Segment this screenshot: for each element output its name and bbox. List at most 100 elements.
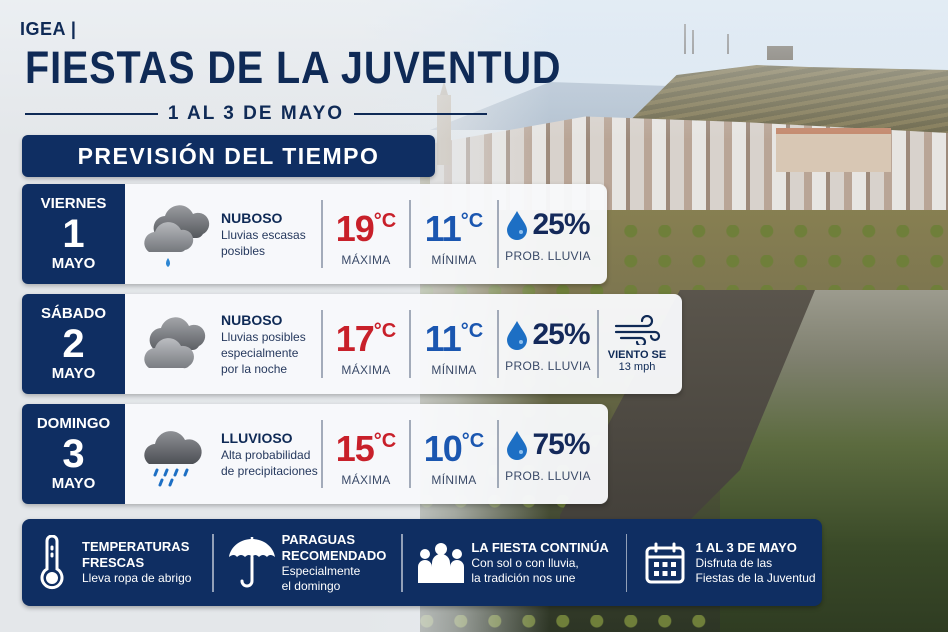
- condition-detail: Alta probabilidad: [221, 448, 311, 462]
- divider: [409, 310, 411, 378]
- tip-text: Con sol o con lluvia,: [471, 555, 579, 570]
- weekday: VIERNES: [40, 195, 107, 212]
- min-value: 10: [423, 428, 463, 469]
- tips-bar: TEMPERATURAS FRESCAS Lleva ropa de abrig…: [22, 519, 822, 606]
- rain-value: 75%: [532, 428, 590, 461]
- max-temperature: 17°C MÁXIMA: [323, 311, 409, 378]
- condition-detail: Lluvias posibles: [221, 330, 306, 344]
- tip-umbrella: PARAGUAS RECOMENDADO Especialmente el do…: [222, 519, 394, 606]
- rain-probability: 25% PROB. LLUVIA: [499, 205, 597, 263]
- tip-title: RECOMENDADO: [281, 547, 387, 563]
- wind-speed: 13 mph: [618, 361, 656, 373]
- date-block: SÁBADO 2 MAYO: [22, 294, 125, 394]
- condition-description: NUBOSO Lluvias posibles especialmente po…: [221, 311, 321, 377]
- max-temperature: 15°C MÁXIMA: [323, 421, 409, 488]
- min-value: 11: [424, 318, 462, 359]
- weekday: DOMINGO: [36, 415, 111, 432]
- day-number: 1: [62, 212, 85, 256]
- condition-detail: posibles: [221, 244, 266, 258]
- rain-cloud-icon: [135, 414, 215, 494]
- min-temperature: 11°C MÍNIMA: [411, 311, 497, 378]
- condition-detail: Lluvias escasas: [221, 228, 306, 242]
- tip-title: TEMPERATURAS: [82, 539, 190, 554]
- wind-icon: [614, 315, 661, 345]
- tip-text: la tradición nos une: [471, 570, 576, 585]
- raindrop-icon: [507, 431, 528, 460]
- top-fade-overlay: [0, 0, 948, 140]
- wind-direction: VIENTO SE: [607, 349, 667, 361]
- date-block: VIERNES 1 MAYO: [22, 184, 125, 284]
- tip-title: LA FIESTA CONTINÚA: [471, 539, 609, 555]
- tip-text: el domingo: [281, 578, 341, 593]
- tip-text: Lleva ropa de abrigo: [82, 571, 192, 585]
- forecast-card: LLUVIOSO Alta probabilidad de precipitac…: [125, 404, 608, 504]
- condition-description: LLUVIOSO Alta probabilidad de precipitac…: [221, 429, 321, 479]
- forecast-row-day-2: SÁBADO 2 MAYO NUBOSO Lluvias posibles es…: [22, 294, 682, 394]
- month: MAYO: [51, 255, 96, 272]
- rain-label: PROB. LLUVIA: [505, 469, 591, 483]
- tip-title: FRESCAS: [82, 555, 145, 570]
- page-title: FIESTAS DE LA JUVENTUD: [25, 42, 562, 93]
- dates-subtitle: 1 AL 3 DE MAYO: [25, 102, 487, 126]
- forecast-row-day-1: VIERNES 1 MAYO NUBOSO Lluvias escasas po…: [22, 184, 607, 284]
- tip-text: Disfruta de las: [695, 555, 773, 570]
- raindrop-icon: [507, 211, 528, 240]
- people-icon: [418, 542, 465, 583]
- cloud-light-rain-icon: [135, 194, 215, 274]
- divider: [401, 533, 404, 592]
- condition-description: NUBOSO Lluvias escasas posibles: [221, 209, 321, 259]
- tip-temperatures: TEMPERATURAS FRESCAS Lleva ropa de abrig…: [22, 519, 204, 606]
- tip-title: 1 AL 3 DE MAYO: [695, 539, 797, 555]
- max-value: 17: [335, 318, 375, 359]
- divider-line: [354, 113, 487, 115]
- divider: [497, 200, 499, 268]
- max-value: 19: [335, 208, 375, 249]
- unit: °C: [373, 210, 397, 232]
- rain-value: 25%: [532, 318, 590, 351]
- max-label: MÁXIMA: [341, 473, 391, 487]
- max-temperature: 19°C MÁXIMA: [323, 201, 409, 268]
- condition-label: LLUVIOSO: [221, 430, 293, 446]
- condition-label: NUBOSO: [221, 312, 283, 328]
- tip-party-continues: LA FIESTA CONTINÚA Con sol o con lluvia,…: [411, 519, 617, 606]
- location-kicker: IGEA |: [20, 19, 77, 39]
- tip-text: Especialmente: [281, 563, 361, 578]
- calendar-icon: [645, 542, 685, 583]
- unit: °C: [373, 430, 397, 452]
- date-block: DOMINGO 3 MAYO: [22, 404, 125, 504]
- condition-detail: de precipitaciones: [221, 464, 318, 478]
- divider: [211, 533, 214, 592]
- forecast-card: NUBOSO Lluvias posibles especialmente po…: [125, 294, 682, 394]
- divider: [625, 533, 628, 592]
- divider: [321, 310, 323, 378]
- min-label: MÍNIMA: [431, 473, 477, 487]
- unit: °C: [460, 210, 484, 232]
- min-temperature: 11°C MÍNIMA: [411, 201, 497, 268]
- min-label: MÍNIMA: [431, 253, 477, 267]
- divider: [321, 200, 323, 268]
- rain-probability: 75% PROB. LLUVIA: [499, 425, 597, 483]
- divider-line: [25, 113, 158, 115]
- rain-probability: 25% PROB. LLUVIA: [499, 315, 597, 373]
- tip-title: PARAGUAS: [281, 531, 356, 547]
- rain-value: 25%: [532, 208, 590, 241]
- day-number: 3: [62, 432, 85, 476]
- raindrop-icon: [507, 321, 528, 350]
- day-number: 2: [62, 322, 85, 366]
- condition-detail: por la noche: [221, 362, 288, 376]
- min-temperature: 10°C MÍNIMA: [411, 421, 497, 488]
- min-value: 11: [424, 208, 462, 249]
- divider: [497, 310, 499, 378]
- max-value: 15: [335, 428, 375, 469]
- divider: [321, 420, 323, 488]
- divider: [409, 200, 411, 268]
- thermometer-icon: [40, 534, 64, 589]
- min-label: MÍNIMA: [431, 363, 477, 377]
- divider: [597, 310, 599, 378]
- forecast-row-day-3: DOMINGO 3 MAYO LLUVIOSO: [22, 404, 608, 504]
- cloudy-icon: [135, 304, 215, 384]
- dates-text: 1 AL 3 DE MAYO: [167, 103, 345, 124]
- divider: [409, 420, 411, 488]
- weekday: SÁBADO: [40, 305, 106, 322]
- wind-info: VIENTO SE 13 mph: [599, 315, 675, 373]
